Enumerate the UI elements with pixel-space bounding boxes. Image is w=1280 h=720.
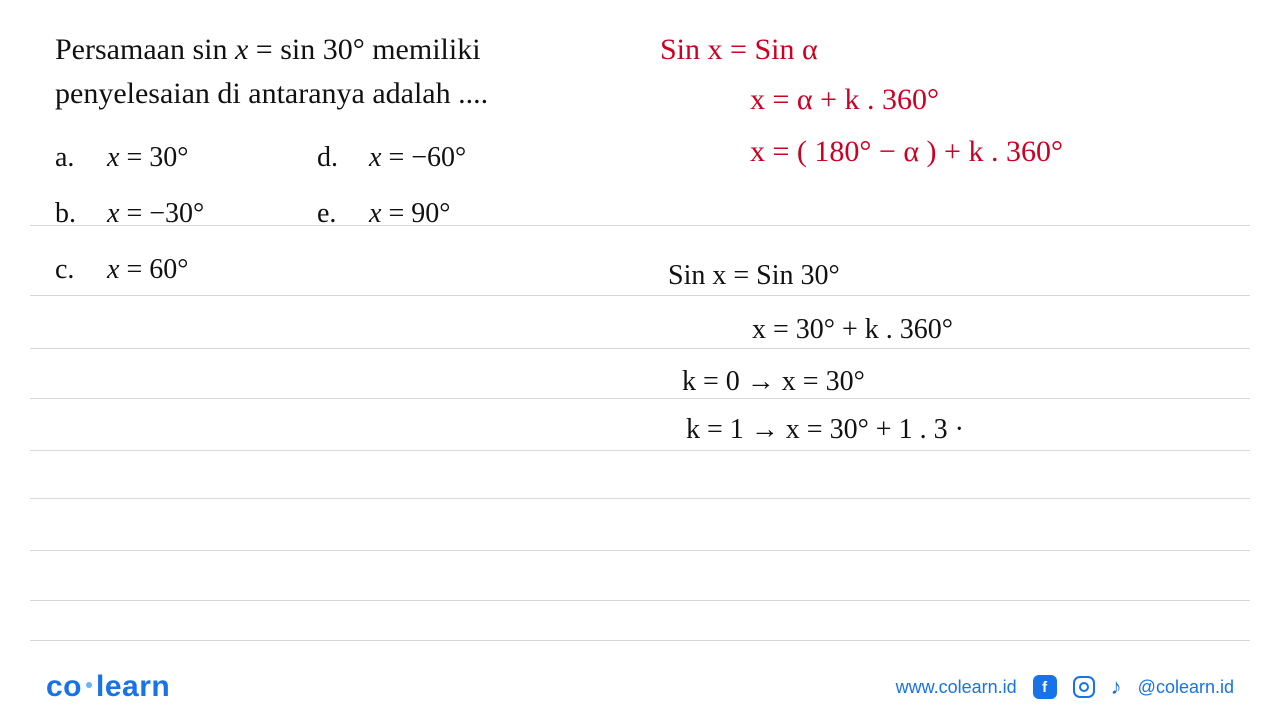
- option-value: x = −60°: [369, 130, 579, 186]
- logo-learn: learn: [96, 670, 170, 703]
- rule-line: [30, 640, 1250, 641]
- rule-line: [30, 450, 1250, 451]
- question-line-1: Persamaan sin x = sin 30° memiliki: [55, 28, 645, 72]
- rule-line: [30, 600, 1250, 601]
- option-letter: a.: [55, 130, 107, 186]
- q1-part2: = sin 30° memiliki: [248, 33, 480, 66]
- facebook-icon: f: [1033, 675, 1057, 699]
- rule-line: [30, 398, 1250, 399]
- option-letter: b.: [55, 186, 107, 242]
- option-letter: d.: [317, 130, 369, 186]
- rule-line: [30, 348, 1250, 349]
- footer: colearn www.colearn.id f ♪ @colearn.id: [0, 660, 1280, 720]
- option-row: c. x = 60°: [55, 242, 645, 298]
- handwriting-black-line: Sin x = Sin 30°: [668, 256, 840, 296]
- question-line-2: penyelesaian di antaranya adalah ....: [55, 72, 645, 116]
- option-value: x = 30°: [107, 130, 317, 186]
- q1-part0: Persamaan sin: [55, 33, 235, 66]
- option-value: x = 90°: [369, 186, 579, 242]
- tiktok-icon: ♪: [1111, 674, 1122, 700]
- instagram-icon: [1073, 676, 1095, 698]
- handwriting-black-line: x = 30° + k . 360°: [752, 310, 953, 350]
- brand-logo: colearn: [46, 670, 170, 704]
- rule-line: [30, 498, 1250, 499]
- handwriting-black-line: k = 0 → x = 30°: [682, 362, 865, 402]
- option-value: x = −30°: [107, 186, 317, 242]
- option-letter: c.: [55, 242, 107, 298]
- footer-right: www.colearn.id f ♪ @colearn.id: [896, 674, 1234, 700]
- option-value: x = 60°: [107, 242, 317, 298]
- footer-handle: @colearn.id: [1138, 677, 1234, 698]
- handwriting-red-line: Sin x = Sin α: [660, 30, 818, 70]
- option-letter: e.: [317, 186, 369, 242]
- handwriting-red-line: x = α + k . 360°: [750, 80, 939, 120]
- handwriting-black-line: k = 1 → x = 30° + 1 . 3 ·: [686, 410, 964, 450]
- options-block: a. x = 30° d. x = −60° b. x = −30° e. x …: [55, 130, 645, 298]
- handwriting-red-line: x = ( 180° − α ) + k . 360°: [750, 132, 1063, 172]
- question-block: Persamaan sin x = sin 30° memiliki penye…: [55, 28, 645, 116]
- page-root: { "question": { "line1_parts": ["Persama…: [0, 0, 1280, 720]
- logo-co: co: [46, 670, 82, 703]
- option-row: b. x = −30° e. x = 90°: [55, 186, 645, 242]
- q1-var-x: x: [235, 33, 248, 66]
- option-row: a. x = 30° d. x = −60°: [55, 130, 645, 186]
- footer-url: www.colearn.id: [896, 677, 1017, 698]
- rule-line: [30, 550, 1250, 551]
- logo-dot-icon: [86, 682, 92, 688]
